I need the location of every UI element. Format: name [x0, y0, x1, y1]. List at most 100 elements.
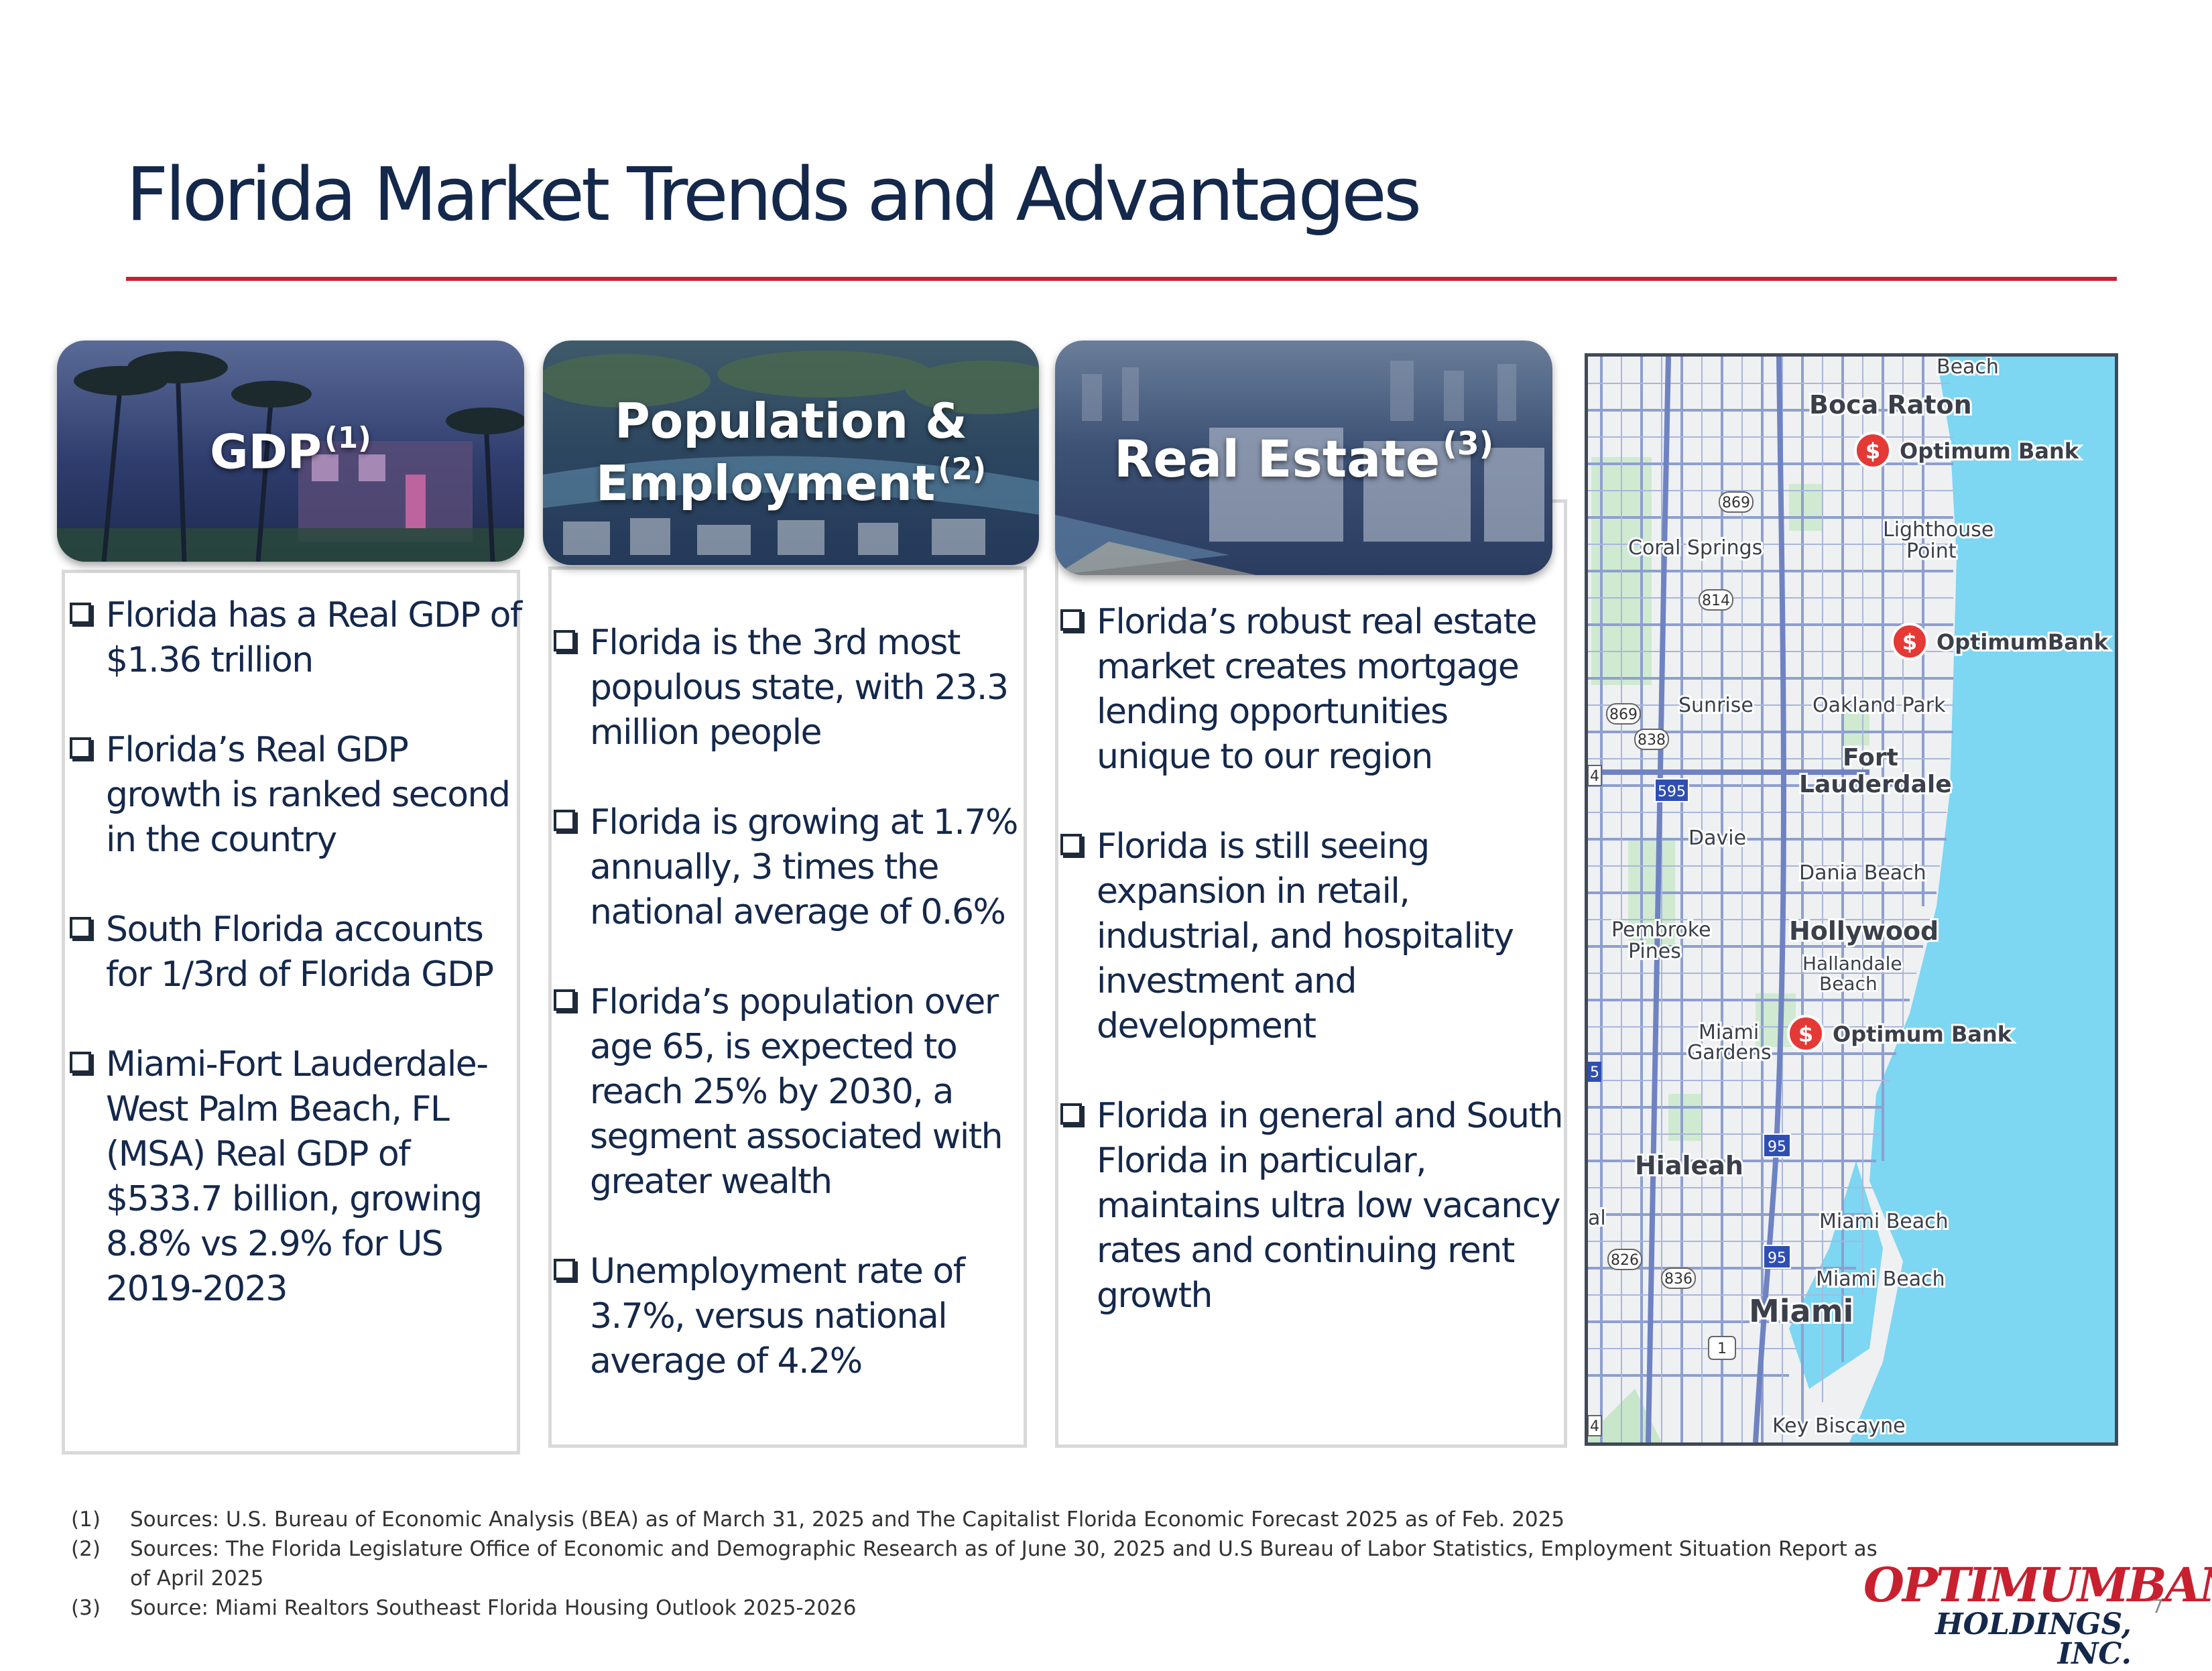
- list-item: Florida has a Real GDP of $1.36 trillion: [67, 593, 523, 683]
- map-label: al: [1588, 1206, 1606, 1230]
- population-banner: Population & Employment(2): [543, 341, 1039, 565]
- checkbox-bullet-icon: [554, 810, 575, 831]
- population-banner-image: [543, 341, 1039, 565]
- map-label: Dania Beach: [1799, 861, 1926, 885]
- road-shield: 814: [1699, 589, 1733, 611]
- checkbox-bullet-icon: [1060, 609, 1082, 631]
- road-shield: 836: [1661, 1267, 1696, 1289]
- map-label: Key Biscayne: [1772, 1414, 1906, 1438]
- dollar-pin-icon: [1891, 623, 1928, 660]
- svg-text:95: 95: [1768, 1139, 1786, 1156]
- map-label: Pembroke: [1611, 918, 1711, 942]
- gdp-banner: GDP(1): [57, 341, 524, 562]
- map-label: Miami: [1699, 1021, 1759, 1044]
- map-label: Hallandale: [1802, 952, 1902, 975]
- branch-map: 869 814 869 838 595 95 95 826 836 1 5 4 …: [1585, 353, 2118, 1446]
- map-label: Lauderdale: [1799, 771, 1952, 798]
- checkbox-bullet-icon: [70, 917, 91, 938]
- checkbox-bullet-icon: [70, 1052, 91, 1073]
- svg-text:838: 838: [1638, 732, 1666, 749]
- list-item: Florida in general and South Florida in …: [1058, 1094, 1569, 1318]
- map-label: Beach: [1819, 973, 1878, 995]
- company-logo: OPTIMUMBANK HOLDINGS, INC.: [1863, 1557, 2212, 1671]
- road-shield: 1: [1708, 1336, 1736, 1360]
- svg-text:1: 1: [1717, 1341, 1727, 1357]
- map-label: Hialeah: [1635, 1151, 1743, 1180]
- population-panel: [548, 566, 1027, 1448]
- branch-pins: $ Optimum Bank $ OptimumBank $ Optimum B…: [1787, 432, 2111, 1052]
- footnote: (1) Sources: U.S. Bureau of Economic Anal…: [71, 1507, 1565, 1532]
- svg-text:4: 4: [1590, 768, 1599, 785]
- map-label: Miami Beach: [1816, 1267, 1945, 1291]
- map-label: Pines: [1628, 940, 1681, 963]
- checkbox-bullet-icon: [70, 603, 91, 624]
- real-estate-banner-title: Real Estate(3): [1113, 426, 1494, 489]
- dollar-pin-icon: [1854, 432, 1892, 469]
- list-item: Florida is growing at 1.7% annually, 3 t…: [551, 800, 1028, 935]
- svg-text:5: 5: [1590, 1064, 1599, 1081]
- checkbox-bullet-icon: [554, 1259, 575, 1280]
- branch-pin: $ OptimumBank: [1891, 623, 2111, 660]
- real-estate-banner: Real Estate(3): [1055, 341, 1552, 575]
- svg-text:826: 826: [1611, 1252, 1639, 1269]
- map-label: Miami: [1749, 1293, 1853, 1329]
- footnotes: (1) Sources: U.S. Bureau of Economic Anal…: [71, 1505, 1881, 1623]
- road-shield: 838: [1634, 729, 1669, 750]
- real-estate-panel: [1055, 499, 1567, 1448]
- branch-pin: $ Optimum Bank: [1787, 1015, 2014, 1052]
- dollar-pin-icon: [1787, 1015, 1825, 1052]
- map-label: Beach: [1937, 357, 1999, 379]
- road-shield: 4: [1588, 1415, 1602, 1436]
- list-item: Unemployment rate of 3.7%, versus nation…: [551, 1249, 1028, 1384]
- road-shield: 95: [1763, 1133, 1791, 1158]
- svg-text:$: $: [1865, 438, 1880, 464]
- list-item: Florida is the 3rd most populous state, …: [551, 621, 1028, 755]
- map-label: Lighthouse: [1883, 518, 1993, 542]
- map-label: Davie: [1688, 826, 1746, 850]
- page-title: Florida Market Trends and Advantages: [126, 151, 1422, 237]
- list-item: Florida’s robust real estate market crea…: [1058, 600, 1569, 780]
- gdp-bullet-list: Florida has a Real GDP of $1.36 trillion…: [67, 593, 523, 1312]
- road-shield: 95: [1763, 1245, 1791, 1269]
- branch-pin: $ Optimum Bank: [1854, 432, 2081, 469]
- logo-line-1: OPTIMUMBANK: [1863, 1557, 2212, 1613]
- gdp-panel: [62, 570, 520, 1455]
- checkbox-bullet-icon: [554, 630, 575, 652]
- map-label: Miami Beach: [1819, 1210, 1949, 1233]
- checkbox-bullet-icon: [1060, 834, 1082, 855]
- road-shield: 595: [1654, 778, 1689, 802]
- population-banner-title: Population & Employment(2): [595, 393, 987, 512]
- place-labels: Beach Boca Raton Coral Springs Lighthous…: [1588, 357, 2001, 1440]
- svg-text:869: 869: [1722, 495, 1750, 511]
- checkbox-bullet-icon: [70, 737, 91, 759]
- svg-text:95: 95: [1768, 1250, 1786, 1267]
- map-label: Oakland Park: [1812, 694, 1946, 717]
- page-number: 7: [2152, 1595, 2164, 1617]
- map-canvas: 869 814 869 838 595 95 95 826 836 1 5 4 …: [1588, 357, 2115, 1442]
- footnote: (2) Sources: The Florida Legislature Offi…: [71, 1537, 1878, 1591]
- title-divider: [126, 277, 2117, 281]
- list-item: Florida is still seeing expansion in ret…: [1058, 824, 1569, 1049]
- svg-text:4: 4: [1590, 1418, 1599, 1435]
- branch-label: Optimum Bank: [1900, 438, 2079, 464]
- list-item: South Florida accounts for 1/3rd of Flor…: [67, 908, 523, 997]
- map-label: Coral Springs: [1628, 536, 1762, 560]
- list-item: Florida’s population over age 65, is exp…: [551, 980, 1028, 1204]
- map-label: Gardens: [1687, 1041, 1772, 1064]
- map-label: Boca Raton: [1809, 390, 1972, 420]
- svg-text:595: 595: [1658, 784, 1686, 800]
- road-shield: 4: [1588, 765, 1602, 786]
- logo-line-2: HOLDINGS, INC.: [1935, 1607, 2132, 1671]
- road-shields: 869 814 869 838 595 95 95 826 836 1 5 4 …: [1588, 491, 1791, 1436]
- checkbox-bullet-icon: [1060, 1103, 1082, 1125]
- list-item: Florida’s Real GDP growth is ranked seco…: [67, 728, 523, 863]
- biscayne-bay: [1789, 1161, 1883, 1389]
- svg-text:814: 814: [1702, 593, 1730, 609]
- svg-text:869: 869: [1609, 706, 1638, 723]
- svg-text:$: $: [1798, 1022, 1813, 1047]
- road-shield: 826: [1607, 1249, 1642, 1270]
- branch-label: OptimumBank: [1937, 629, 2109, 655]
- gdp-banner-image: [57, 341, 524, 562]
- checkbox-bullet-icon: [554, 989, 575, 1011]
- ocean: [1849, 357, 2115, 1442]
